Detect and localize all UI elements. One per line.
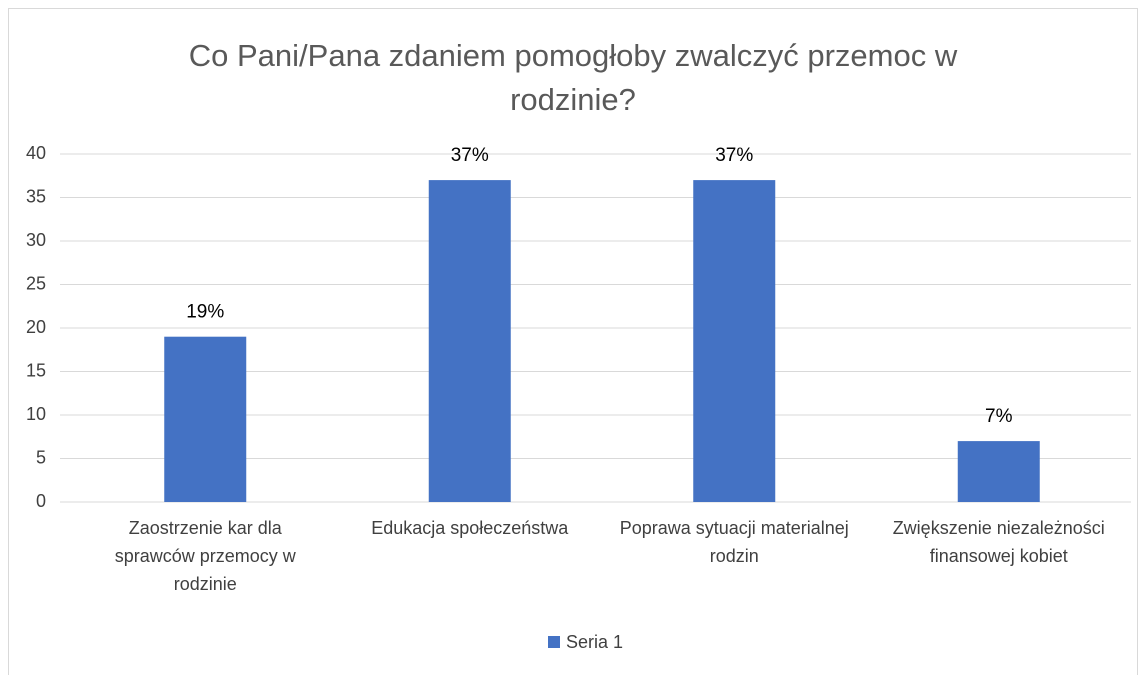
bar xyxy=(428,180,511,502)
y-tick-label: 40 xyxy=(26,143,46,163)
data-label: 7% xyxy=(985,406,1013,427)
data-label: 37% xyxy=(451,145,489,166)
y-tick-label: 30 xyxy=(26,230,46,250)
x-tick-label: Zaostrzenie kar dla sprawców przemocy w … xyxy=(114,518,296,594)
y-tick-label: 10 xyxy=(26,404,46,424)
x-tick-label: Poprawa sytuacji materialnej rodzin xyxy=(619,518,849,566)
data-label: 37% xyxy=(715,145,753,166)
y-tick-label: 20 xyxy=(26,317,46,337)
y-tick-label: 5 xyxy=(36,447,46,467)
chart-title: Co Pani/Pana zdaniem pomogłoby zwalczyć … xyxy=(188,38,958,117)
y-tick-label: 25 xyxy=(26,273,46,293)
y-tick-label: 15 xyxy=(26,360,46,380)
legend-label: Seria 1 xyxy=(566,632,623,652)
bar xyxy=(957,441,1040,502)
y-tick-label: 0 xyxy=(36,491,46,511)
x-tick-label: Zwiększenie niezależności finansowej kob… xyxy=(892,518,1105,566)
y-tick-label: 35 xyxy=(26,186,46,206)
data-label: 19% xyxy=(186,302,224,323)
legend-swatch xyxy=(548,636,560,648)
x-tick-label: Edukacja społeczeństwa xyxy=(371,518,569,538)
bar xyxy=(693,180,776,502)
bar xyxy=(164,336,247,502)
